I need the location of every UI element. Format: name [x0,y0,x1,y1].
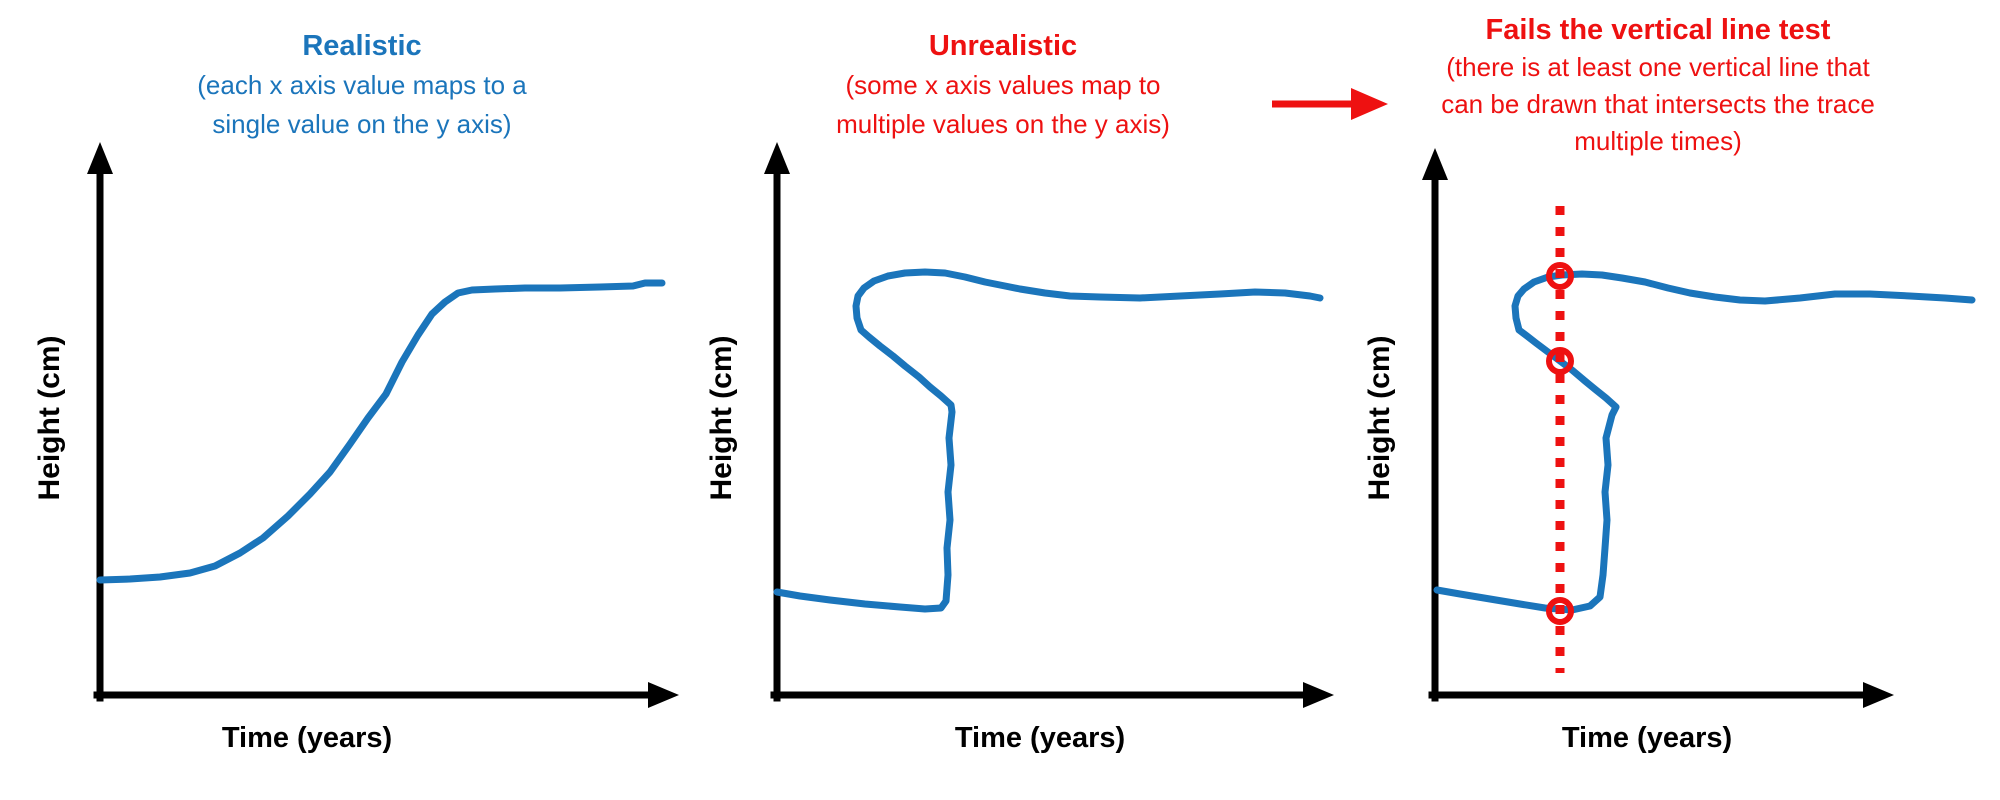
subtitle-line: can be drawn that intersects the trace [1441,89,1875,119]
y-axis-arrow-icon [764,142,790,174]
failing-looping-curve [1433,270,1976,614]
intersection-circle-icon [1546,262,1574,290]
panel-title-unrealistic: Unrealistic (some x axis values map to m… [836,27,1170,144]
y-axis-label: Height (cm) [1363,335,1396,501]
y-axis-arrow-icon [1422,148,1448,180]
intersection-circles [1546,262,1574,625]
subtitle-line: (there is at least one vertical line tha… [1446,52,1870,82]
flow-arrow-icon [1272,88,1388,120]
intersection-circle-icon [1546,597,1574,625]
panel-title-realistic: Realistic (each x axis value maps to a s… [197,27,527,144]
y-axis-label: Height (cm) [33,335,66,501]
realistic-growth-curve [96,279,666,584]
x-axis-arrow-icon [648,682,679,708]
unrealistic-looping-curve [773,268,1324,613]
panel-title-fails-test: Fails the vertical line test (there is a… [1441,12,1875,160]
subtitle-line: multiple times) [1574,126,1742,156]
x-axis-arrow-icon [1303,682,1334,708]
x-axis-label: Time (years) [221,722,393,754]
axes-unrealistic [764,142,1334,708]
title-text: Fails the vertical line test [1485,14,1831,46]
title-text: Unrealistic [928,30,1078,62]
axes-realistic [87,142,679,708]
x-axis-arrow-icon [1863,682,1894,708]
flow-arrow-head [1351,88,1388,120]
subtitle-line: (some x axis values map to [845,70,1161,100]
x-axis-label: Time (years) [1561,722,1733,754]
y-axis-label: Height (cm) [705,335,738,501]
title-text: Realistic [302,30,422,62]
subtitle-line: single value on the y axis) [212,109,512,139]
x-axis-label: Time (years) [954,722,1126,754]
axes-fails-test [1422,148,1894,708]
y-axis-arrow-icon [87,142,113,174]
subtitle-line: multiple values on the y axis) [836,109,1170,139]
intersection-circle-icon [1546,347,1574,375]
subtitle-line: (each x axis value maps to a [197,70,527,100]
